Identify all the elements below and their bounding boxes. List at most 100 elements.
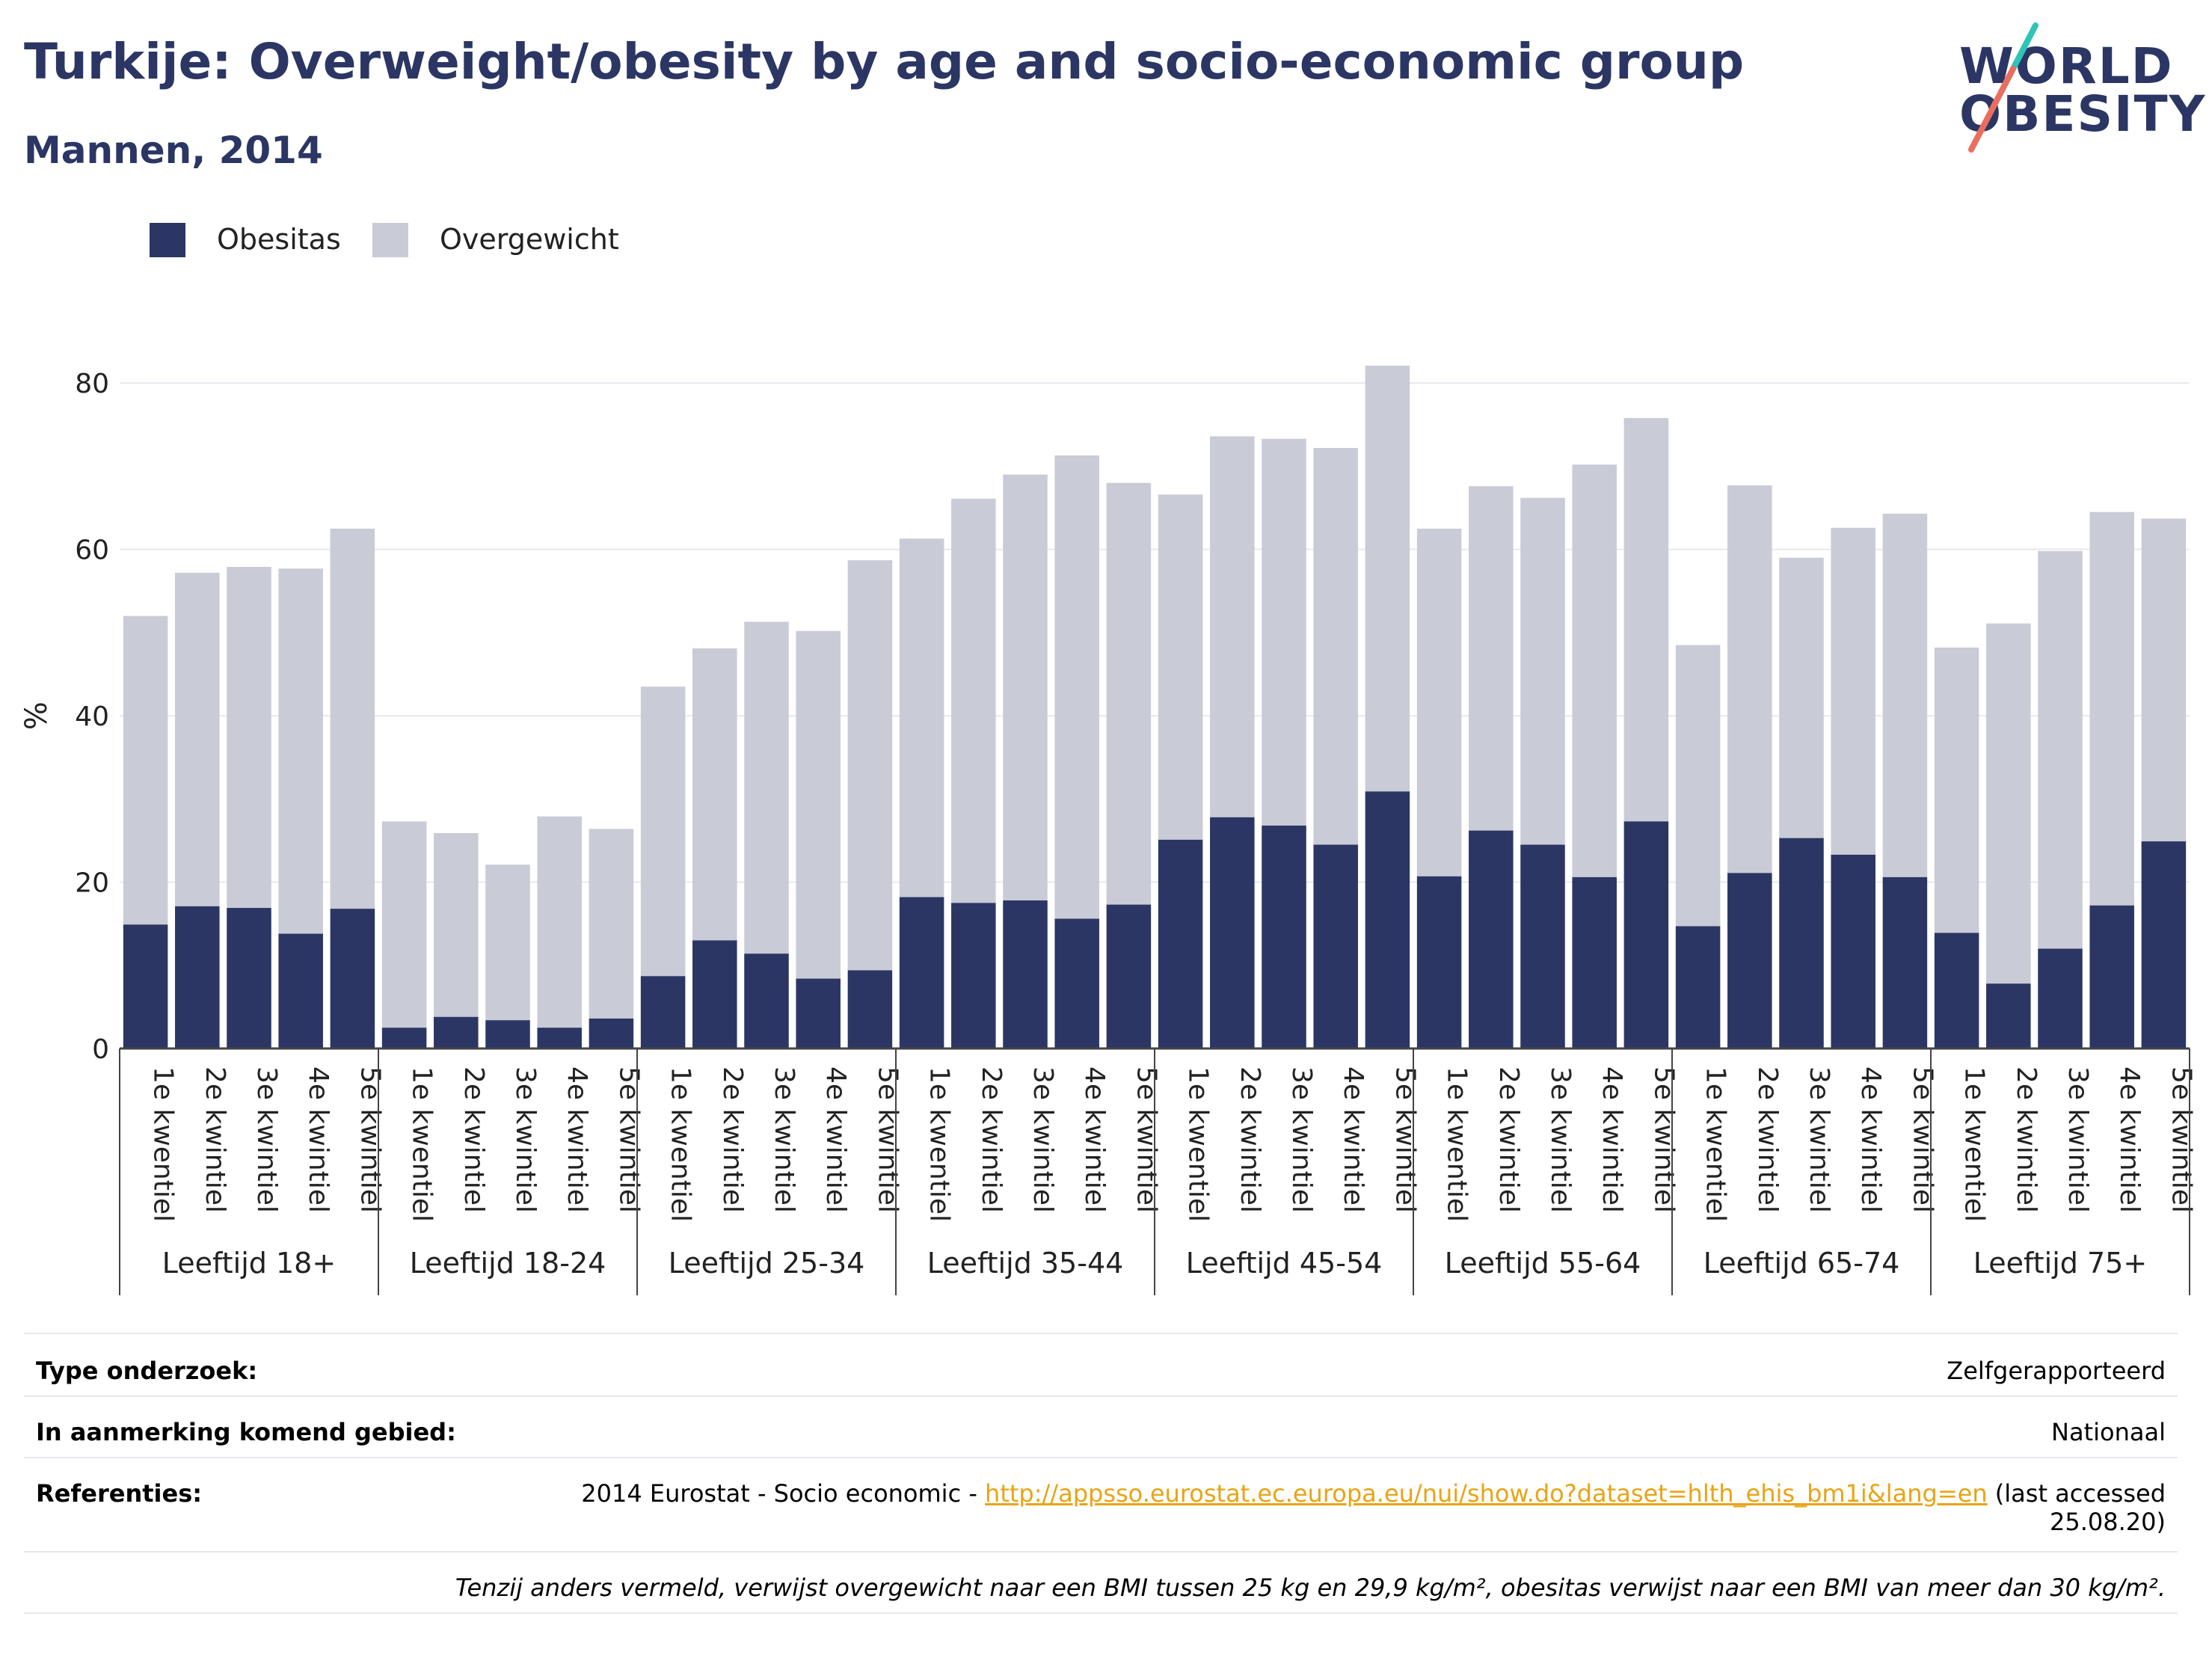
overweight-bar: [1727, 485, 1772, 873]
x-tick-label: 4e kwintiel: [562, 1066, 592, 1213]
x-tick-label: 2e kwintiel: [458, 1066, 489, 1213]
x-tick-label: 5e kwintiel: [354, 1066, 385, 1213]
x-tick-label: 4e kwintiel: [1338, 1066, 1368, 1213]
overweight-bar: [1623, 417, 1669, 822]
x-tick-label: 2e kwintiel: [717, 1066, 748, 1213]
obesity-bar: [2038, 948, 2083, 1048]
x-tick-label: 3e kwintiel: [769, 1066, 799, 1213]
overweight-bar: [692, 648, 737, 941]
x-tick-label: 4e kwintiel: [820, 1066, 851, 1213]
x-tick-label: 3e kwintiel: [2062, 1066, 2093, 1213]
group-label: Leeftijd 45-54: [1186, 1247, 1383, 1280]
divider: [24, 1612, 2178, 1614]
obesity-bar: [899, 897, 944, 1048]
divider: [24, 1457, 2178, 1458]
x-tick-label: 1e kwentiel: [148, 1066, 179, 1222]
obesity-bar: [1623, 821, 1669, 1048]
overweight-bar: [2038, 550, 2083, 949]
x-tick-label: 2e kwintiel: [1752, 1066, 1783, 1213]
x-tick-label: 4e kwintiel: [1597, 1066, 1627, 1213]
overweight-bar: [1986, 623, 2031, 984]
overweight-bar: [1313, 447, 1358, 845]
x-tick-label: 2e kwintiel: [2011, 1066, 2042, 1213]
overweight-bar: [330, 528, 375, 909]
overweight-bar: [1106, 482, 1152, 905]
x-tick-label: 1e kwentiel: [924, 1066, 955, 1222]
obesity-bar: [434, 1016, 479, 1048]
x-tick-label: 3e kwintiel: [1027, 1066, 1058, 1213]
overweight-bar: [1934, 647, 1979, 933]
overweight-bar: [537, 816, 582, 1028]
references-label: Referenties:: [36, 1479, 203, 1508]
group-label: Leeftijd 75+: [1973, 1247, 2147, 1280]
overweight-bar: [1210, 436, 1255, 817]
references-date: 25.08.20): [2050, 1508, 2166, 1536]
x-tick-label: 4e kwintiel: [303, 1066, 334, 1213]
x-tick-label: 1e kwentiel: [1442, 1066, 1472, 1222]
obesity-bar: [1210, 817, 1255, 1048]
x-tick-label: 2e kwintiel: [200, 1066, 230, 1213]
x-tick-label: 3e kwintiel: [251, 1066, 282, 1213]
overweight-bar: [1831, 527, 1875, 855]
overweight-bar: [1675, 645, 1721, 927]
x-tick-label: 5e kwintiel: [1389, 1066, 1420, 1213]
obesity-bar: [1262, 825, 1306, 1048]
legend-label-overweight: Overgewicht: [440, 223, 619, 256]
overweight-bar: [1779, 557, 1824, 838]
obesity-bar: [692, 940, 737, 1048]
obesity-bar: [1882, 876, 1928, 1048]
group-label: Leeftijd 55-64: [1445, 1247, 1641, 1280]
obesity-bar: [640, 976, 686, 1048]
overweight-bar: [434, 832, 479, 1017]
overweight-bar: [1572, 464, 1617, 877]
bmi-footnote: Tenzij anders vermeld, verwijst overgewi…: [455, 1573, 2166, 1602]
x-tick-label: 5e kwintiel: [1131, 1066, 1161, 1213]
x-tick-label: 5e kwintiel: [613, 1066, 644, 1213]
x-tick-label: 1e kwentiel: [666, 1066, 696, 1222]
overweight-bar: [1365, 365, 1410, 792]
x-tick-label: 4e kwintiel: [1855, 1066, 1886, 1213]
x-tick-label: 4e kwintiel: [1079, 1066, 1110, 1213]
references-prefix: 2014 Eurostat - Socio economic -: [581, 1479, 986, 1508]
x-tick-label: 5e kwintiel: [2166, 1066, 2196, 1213]
obesity-bar: [537, 1028, 582, 1048]
obesity-bar: [796, 978, 841, 1048]
chart-subtitle: Mannen, 2014: [24, 129, 323, 172]
references-link[interactable]: http://appsso.eurostat.ec.europa.eu/nui/…: [985, 1479, 1988, 1508]
x-tick-label: 5e kwintiel: [1648, 1066, 1679, 1213]
x-tick-label: 1e kwentiel: [1959, 1066, 1990, 1222]
overweight-bar: [1003, 474, 1048, 901]
overweight-bar: [847, 560, 893, 971]
obesity-bar: [951, 903, 996, 1048]
group-label: Leeftijd 35-44: [927, 1247, 1124, 1280]
overweight-bar: [485, 865, 530, 1021]
obesity-bar: [330, 909, 375, 1048]
obesity-bar: [1934, 933, 1979, 1048]
obesity-bar: [1158, 839, 1203, 1048]
overweight-bar: [278, 568, 323, 934]
x-tick-label: 1e kwentiel: [407, 1066, 437, 1222]
obesity-bar: [1831, 854, 1875, 1048]
overweight-bar: [381, 821, 427, 1028]
x-tick-label: 3e kwintiel: [510, 1066, 541, 1213]
y-axis-title: %: [19, 701, 54, 730]
overweight-bar: [589, 829, 634, 1019]
references-value: 2014 Eurostat - Socio economic - http://…: [581, 1479, 2166, 1536]
chart-title: Turkije: Overweight/obesity by age and s…: [24, 33, 1745, 90]
x-tick-label: 3e kwintiel: [1804, 1066, 1834, 1213]
obesity-bar: [2141, 841, 2187, 1048]
y-tick-label: 80: [75, 369, 109, 399]
survey-type-label: Type onderzoek:: [36, 1357, 258, 1385]
y-tick-label: 20: [75, 868, 109, 899]
x-tick-label: 1e kwentiel: [1183, 1066, 1214, 1222]
overweight-bar: [175, 572, 220, 906]
obesity-bar: [1365, 791, 1410, 1048]
x-tick-label: 4e kwintiel: [2114, 1066, 2145, 1213]
overweight-bar: [1054, 455, 1099, 919]
obesity-bar: [1727, 873, 1772, 1048]
overweight-bar: [1416, 528, 1462, 876]
overweight-bar: [1882, 513, 1928, 877]
x-tick-label: 1e kwentiel: [1701, 1066, 1731, 1222]
overweight-bar: [796, 630, 841, 979]
obesity-bar: [1572, 876, 1617, 1048]
